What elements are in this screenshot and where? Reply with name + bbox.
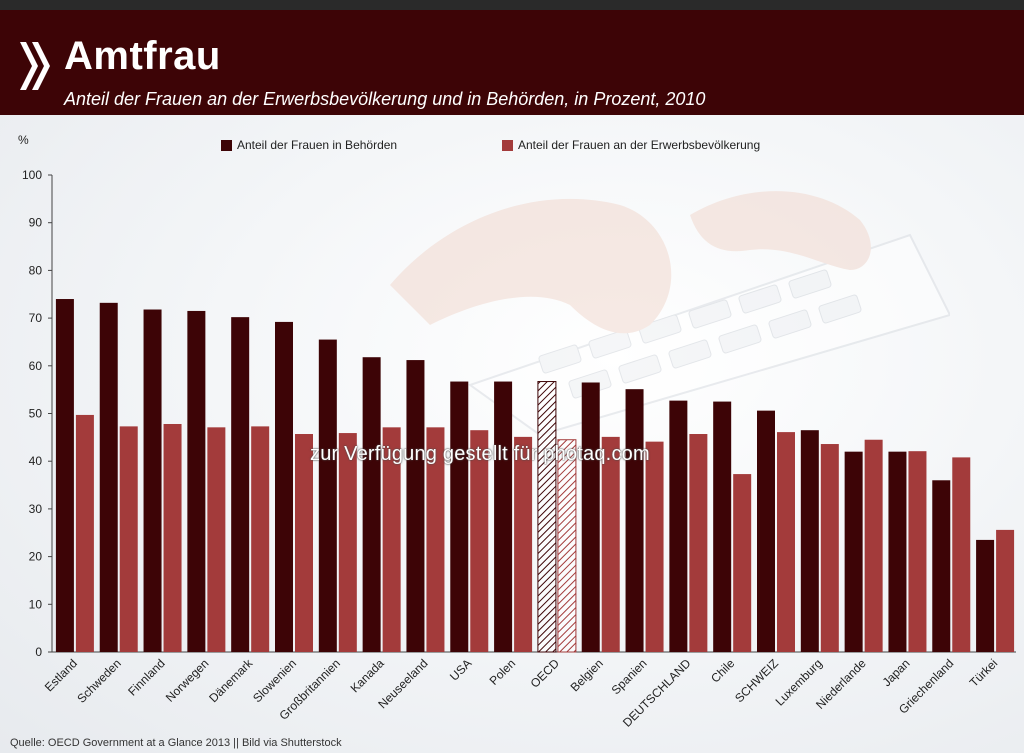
bar-erwerbsbevoelkerung (382, 427, 401, 652)
bar-erwerbsbevoelkerung (470, 430, 489, 652)
y-tick-label: 10 (29, 597, 43, 611)
y-axis-label: % (18, 133, 29, 147)
bar-erwerbsbevoelkerung (75, 414, 94, 652)
x-tick-label: Schweden (74, 656, 124, 706)
bar-erwerbsbevoelkerung (295, 434, 313, 652)
chevron-logo-icon (20, 42, 50, 90)
bar-erwerbsbevoelkerung (207, 427, 226, 652)
bar-behoerden (362, 357, 381, 652)
bar-behoerden (713, 401, 732, 652)
bar-behoerden (55, 299, 74, 652)
bar-behoerden (406, 360, 425, 652)
bar-behoerden (976, 539, 995, 652)
bar-erwerbsbevoelkerung (601, 436, 620, 652)
bar-behoerden (669, 400, 688, 652)
y-tick-label: 40 (29, 454, 43, 468)
x-tick-label: Dänemark (206, 656, 256, 706)
x-tick-label: Türkei (967, 656, 1000, 689)
bar-erwerbsbevoelkerung (733, 474, 752, 652)
bar-behoerden (143, 309, 162, 652)
bar-erwerbsbevoelkerung (163, 423, 182, 652)
x-tick-label: Finnland (125, 656, 167, 698)
y-tick-label: 30 (29, 502, 43, 516)
bar-erwerbsbevoelkerung (426, 427, 445, 652)
y-tick-label: 50 (29, 407, 43, 421)
bar-behoerden (800, 430, 819, 652)
bar-erwerbsbevoelkerung (251, 426, 270, 652)
top-strip (0, 0, 1024, 10)
bar-behoerden (494, 381, 513, 652)
bar-erwerbsbevoelkerung (996, 529, 1015, 652)
bar-behoerden (581, 382, 600, 652)
bar-behoerden (888, 451, 907, 652)
bar-erwerbsbevoelkerung (557, 439, 577, 653)
x-tick-label: Japan (880, 656, 913, 689)
chart-header: Amtfrau Anteil der Frauen an der Erwerbs… (0, 10, 1024, 115)
legend-entry-erwerbsbevoelkerung: Anteil der Frauen an der Erwerbsbevölker… (502, 138, 760, 152)
bar-behoerden (932, 480, 951, 652)
bar-behoerden (231, 317, 250, 652)
bar-erwerbsbevoelkerung (864, 439, 883, 652)
chart-subtitle: Anteil der Frauen an der Erwerbsbevölker… (64, 89, 706, 109)
legend-label: Anteil der Frauen in Behörden (237, 138, 398, 152)
x-tick-label: Polen (487, 656, 519, 688)
bar-behoerden (275, 321, 293, 652)
watermark-text: zur Verfügung gestellt für photaq.com (310, 443, 650, 465)
x-tick-label: Belgien (568, 656, 606, 694)
bar-behoerden (625, 389, 644, 652)
legend-swatch (502, 139, 513, 151)
x-tick-label: Kanada (348, 656, 387, 695)
bars-group (55, 299, 1015, 653)
x-tick-label: Norwegen (163, 656, 212, 705)
source-note: Quelle: OECD Government at a Glance 2013… (10, 737, 342, 749)
bar-erwerbsbevoelkerung (645, 441, 664, 652)
x-tick-label: OECD (528, 656, 563, 691)
chart-title: Amtfrau (64, 34, 221, 78)
bar-behoerden (757, 410, 775, 652)
y-tick-label: 70 (29, 311, 43, 325)
bar-erwerbsbevoelkerung (952, 457, 971, 652)
bar-behoerden (450, 381, 469, 652)
legend-entry-behoerden: Anteil der Frauen in Behörden (221, 138, 397, 152)
bar-erwerbsbevoelkerung (777, 432, 795, 652)
bar-erwerbsbevoelkerung (908, 451, 927, 652)
x-tick-label: Spanien (609, 656, 650, 697)
y-tick-label: 100 (22, 168, 42, 182)
y-tick-label: 20 (29, 550, 43, 564)
bar-erwerbsbevoelkerung (820, 444, 839, 652)
y-tick-label: 80 (29, 263, 43, 277)
y-tick-label: 0 (35, 645, 42, 659)
bar-erwerbsbevoelkerung (119, 426, 138, 652)
x-tick-label: Chile (708, 656, 737, 685)
x-tick-label: USA (447, 656, 474, 683)
legend-label: Anteil der Frauen an der Erwerbsbevölker… (518, 138, 761, 152)
bar-erwerbsbevoelkerung (689, 434, 708, 652)
bar-behoerden (844, 451, 863, 652)
bar-erwerbsbevoelkerung (338, 433, 357, 652)
bar-behoerden (99, 302, 118, 652)
legend-swatch (221, 139, 232, 151)
x-tick-label: Estland (42, 656, 80, 694)
bar-behoerden (537, 381, 557, 653)
bar-behoerden (187, 310, 206, 652)
bar-erwerbsbevoelkerung (514, 436, 533, 652)
y-tick-label: 60 (29, 359, 43, 373)
y-tick-label: 90 (29, 216, 43, 230)
bar-behoerden (318, 339, 337, 652)
